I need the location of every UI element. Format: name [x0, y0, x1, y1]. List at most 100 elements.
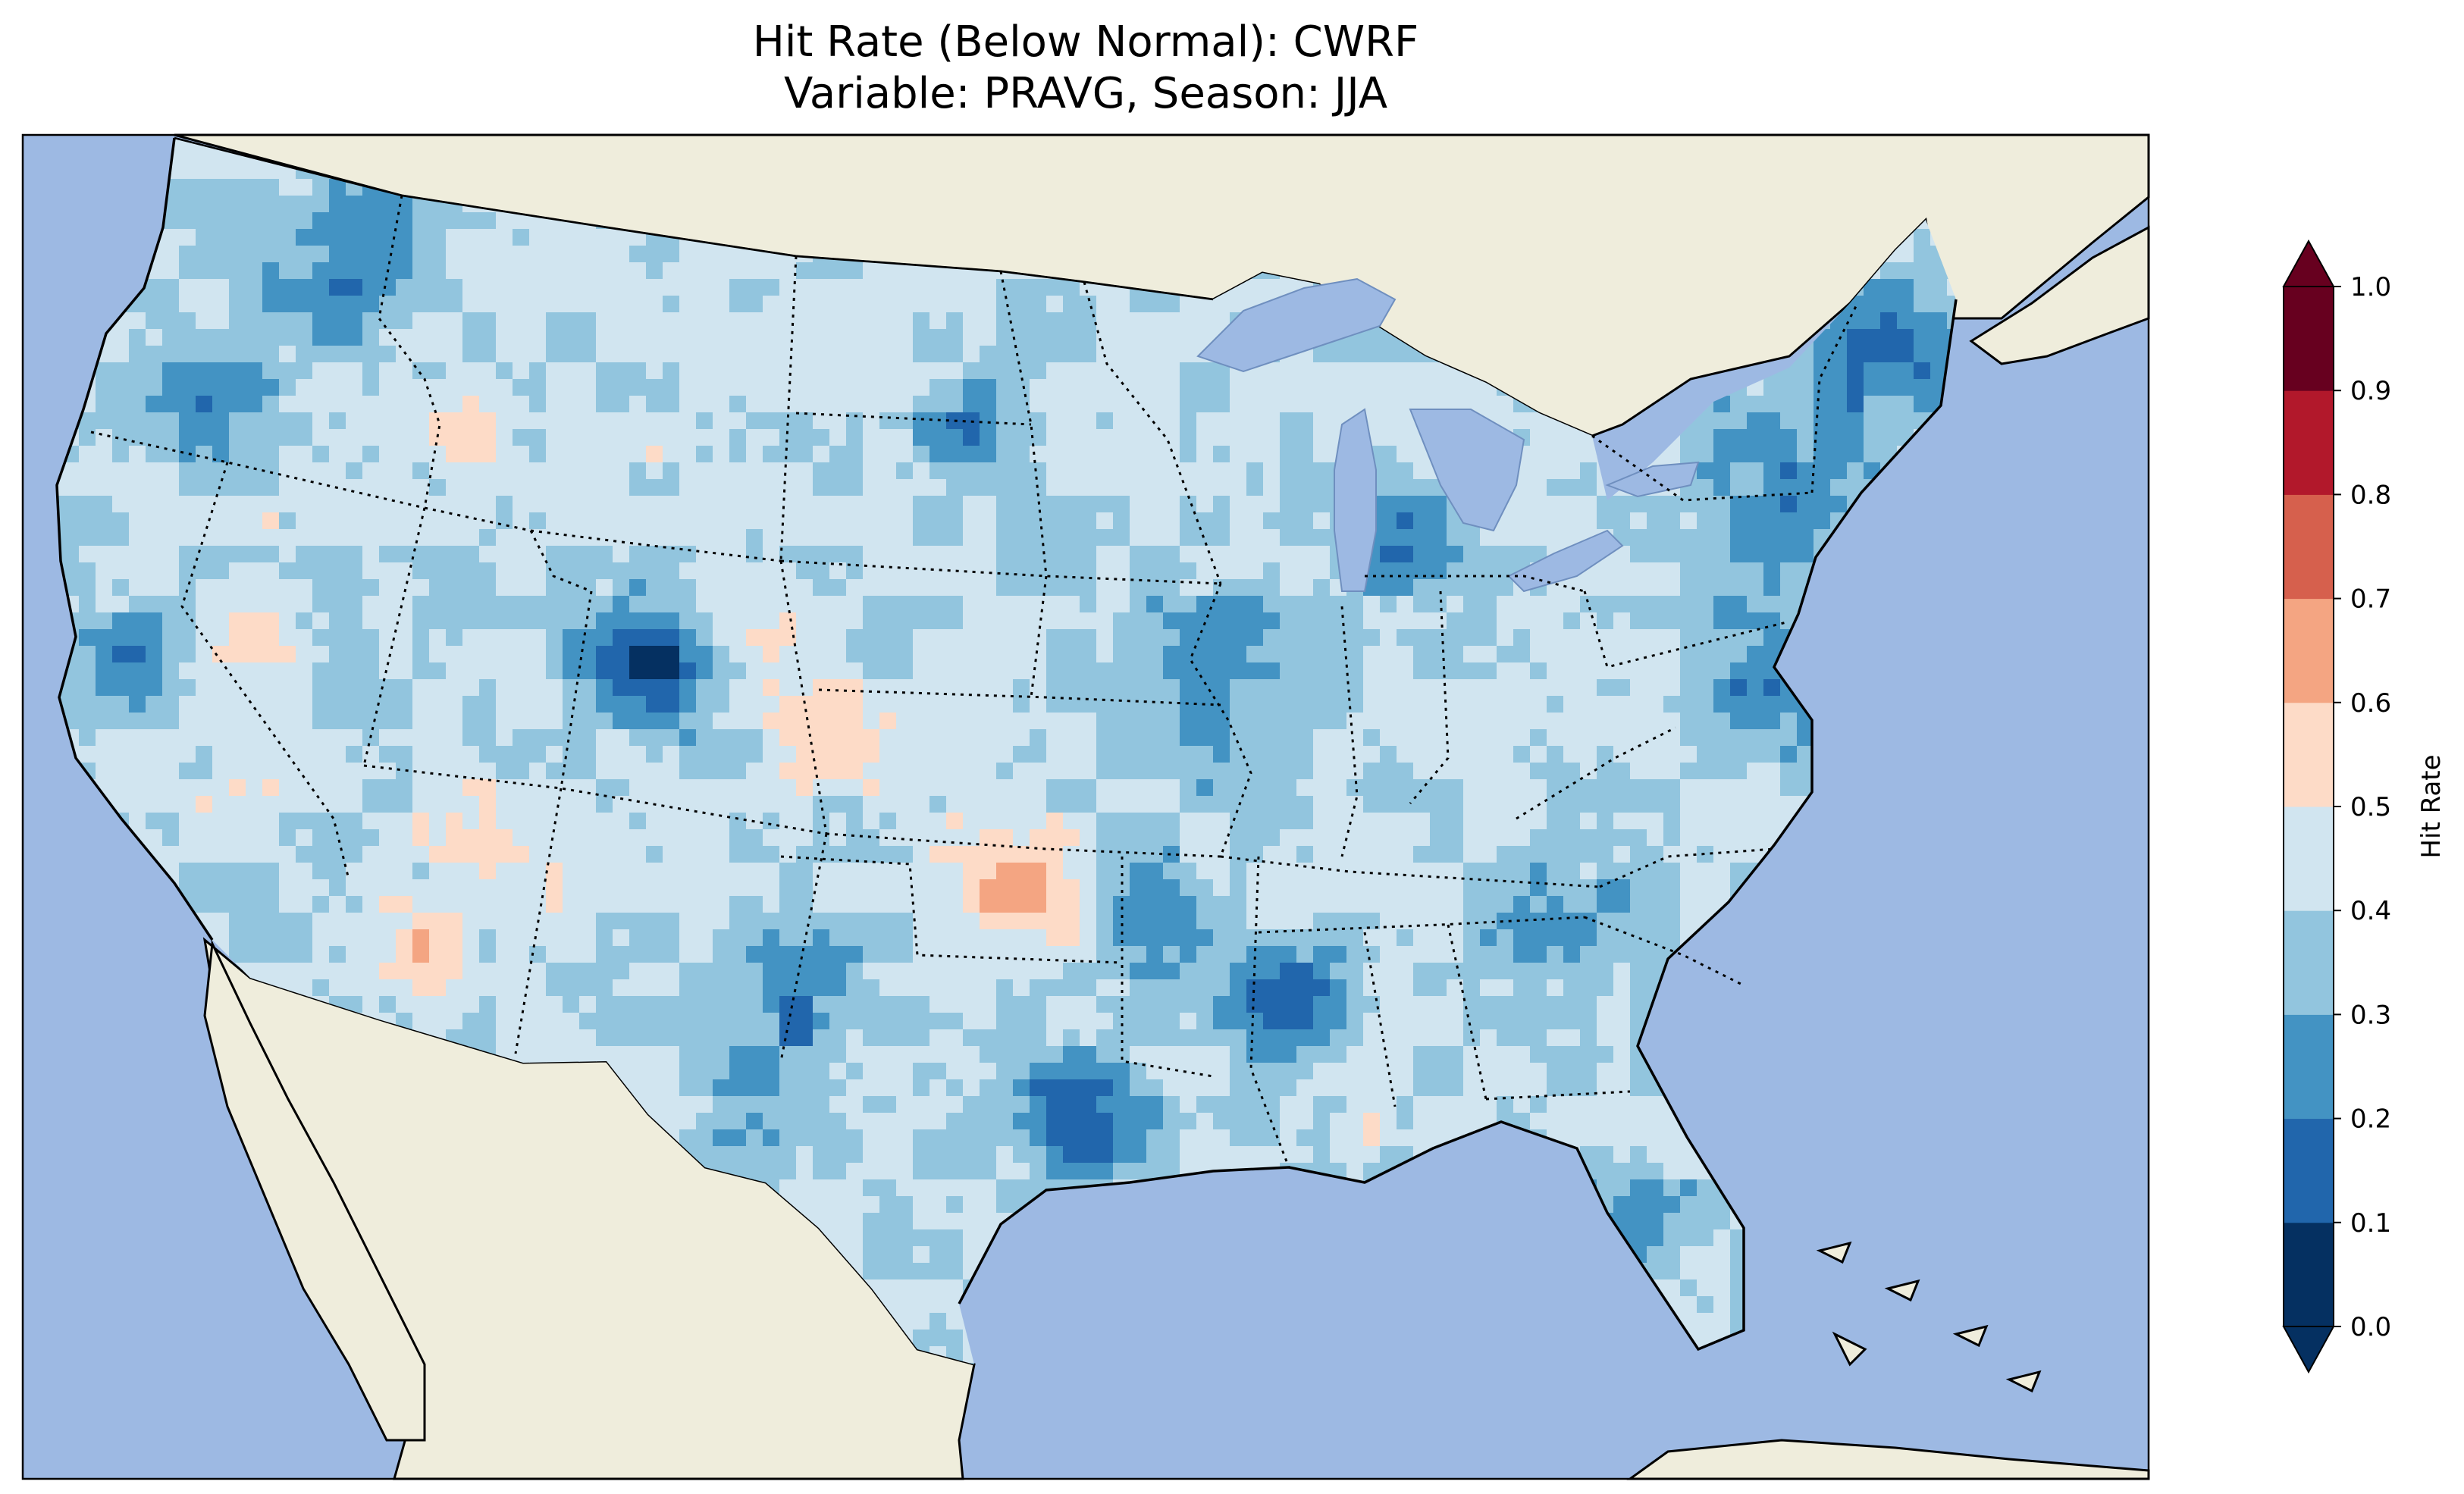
grid-cell [1680, 629, 1698, 647]
grid-cell [1697, 529, 1714, 547]
grid-cell [1413, 662, 1431, 680]
grid-cell [679, 629, 697, 647]
grid-cell [329, 679, 346, 697]
grid-cell [1580, 446, 1597, 463]
grid-cell [246, 412, 263, 430]
grid-cell [1130, 562, 1147, 580]
grid-cell [312, 296, 330, 313]
grid-cell [1230, 829, 1247, 847]
grid-cell [1430, 512, 1447, 530]
grid-cell [162, 429, 180, 446]
grid-cell [913, 646, 930, 663]
grid-cell [896, 729, 914, 747]
grid-cell [1830, 346, 1848, 363]
grid-cell [1463, 662, 1481, 680]
grid-cell [346, 396, 363, 413]
grid-cell [863, 446, 880, 463]
grid-cell [446, 696, 463, 713]
grid-cell [262, 646, 280, 663]
grid-cell [1246, 462, 1264, 480]
grid-cell [1447, 746, 1464, 763]
grid-cell [1363, 662, 1381, 680]
grid-cell [846, 346, 864, 363]
grid-cell [629, 312, 647, 330]
grid-cell [1897, 346, 1914, 363]
grid-cell [679, 479, 697, 496]
grid-cell [1530, 512, 1547, 530]
grid-cell [1196, 312, 1214, 330]
grid-cell [296, 246, 313, 263]
grid-cell [663, 529, 680, 547]
grid-cell [1430, 379, 1447, 396]
grid-cell [246, 346, 263, 363]
grid-cell [296, 813, 313, 830]
grid-cell [396, 246, 413, 263]
grid-cell [1330, 629, 1347, 647]
grid-cell [1580, 662, 1597, 680]
grid-cell [412, 779, 430, 797]
grid-cell [229, 713, 246, 730]
grid-cell [429, 429, 447, 446]
grid-cell [1880, 346, 1898, 363]
grid-cell [596, 346, 613, 363]
grid-cell [1530, 696, 1547, 713]
grid-cell [879, 429, 897, 446]
grid-cell [396, 412, 413, 430]
grid-cell [1346, 629, 1364, 647]
grid-cell [1046, 763, 1064, 780]
grid-cell [162, 646, 180, 663]
grid-cell [663, 496, 680, 513]
grid-cell [162, 612, 180, 630]
grid-cell [1730, 696, 1748, 713]
grid-cell [996, 562, 1014, 580]
grid-cell [846, 446, 864, 463]
grid-cell [1447, 713, 1464, 730]
grid-cell [179, 796, 196, 813]
grid-cell [629, 596, 647, 613]
grid-cell [929, 329, 947, 346]
grid-cell [796, 312, 813, 330]
grid-cell [896, 679, 914, 697]
grid-cell [312, 212, 330, 230]
grid-cell [1613, 612, 1631, 630]
grid-cell [1747, 796, 1764, 813]
grid-cell [96, 696, 113, 713]
grid-cell [613, 479, 630, 496]
grid-cell [1096, 646, 1114, 663]
grid-cell [963, 379, 980, 396]
grid-cell [663, 629, 680, 647]
grid-cell [1063, 412, 1080, 430]
grid-cell [796, 696, 813, 713]
grid-cell [379, 679, 397, 697]
grid-cell [1296, 496, 1314, 513]
grid-cell [1096, 329, 1114, 346]
grid-cell [379, 479, 397, 496]
grid-cell [479, 312, 497, 330]
grid-cell [1547, 462, 1564, 480]
grid-cell [896, 746, 914, 763]
grid-cell [980, 596, 997, 613]
grid-cell [1296, 696, 1314, 713]
grid-cell [1163, 346, 1180, 363]
grid-cell [129, 746, 146, 763]
grid-cell [1146, 462, 1164, 480]
grid-cell [996, 396, 1014, 413]
grid-cell [1380, 729, 1397, 747]
grid-cell [579, 462, 597, 480]
grid-cell [1280, 529, 1297, 547]
grid-cell [1346, 796, 1364, 813]
grid-cell [79, 746, 96, 763]
grid-cell [1063, 679, 1080, 697]
grid-cell [1864, 429, 1881, 446]
grid-cell [346, 813, 363, 830]
grid-cell [396, 262, 413, 280]
grid-cell [296, 496, 313, 513]
grid-cell [713, 713, 730, 730]
grid-cell [79, 446, 96, 463]
grid-cell [1713, 596, 1731, 613]
grid-cell [963, 446, 980, 463]
grid-cell [779, 262, 797, 280]
grid-cell [396, 529, 413, 547]
grid-cell [1313, 662, 1331, 680]
grid-cell [346, 679, 363, 697]
